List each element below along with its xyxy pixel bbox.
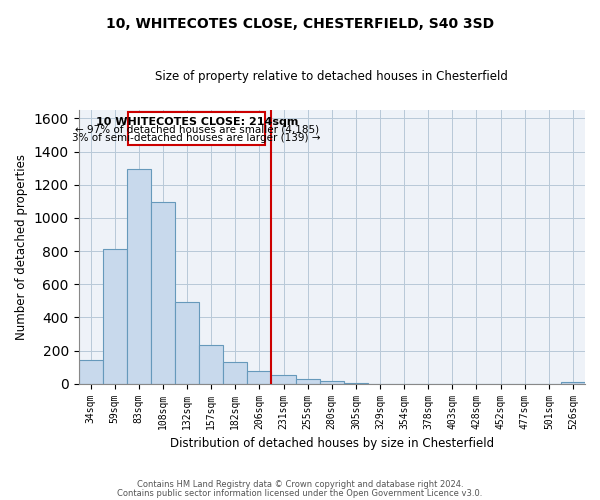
Bar [175,302,199,384]
Bar [151,202,175,384]
Bar [127,169,151,384]
Bar [296,379,320,384]
X-axis label: Distribution of detached houses by size in Chesterfield: Distribution of detached houses by size … [170,437,494,450]
Bar [223,362,247,384]
Bar [344,383,368,384]
Bar [79,360,103,384]
FancyBboxPatch shape [128,112,265,145]
Text: Contains HM Land Registry data © Crown copyright and database right 2024.: Contains HM Land Registry data © Crown c… [137,480,463,489]
Bar [320,381,344,384]
Text: 10, WHITECOTES CLOSE, CHESTERFIELD, S40 3SD: 10, WHITECOTES CLOSE, CHESTERFIELD, S40 … [106,18,494,32]
Bar [103,250,127,384]
Text: 3% of semi-detached houses are larger (139) →: 3% of semi-detached houses are larger (1… [73,132,321,142]
Bar [271,376,296,384]
Text: ← 97% of detached houses are smaller (4,185): ← 97% of detached houses are smaller (4,… [74,125,319,135]
Y-axis label: Number of detached properties: Number of detached properties [15,154,28,340]
Bar [199,344,223,384]
Text: Contains public sector information licensed under the Open Government Licence v3: Contains public sector information licen… [118,488,482,498]
Title: Size of property relative to detached houses in Chesterfield: Size of property relative to detached ho… [155,70,508,83]
Bar [247,372,271,384]
Text: 10 WHITECOTES CLOSE: 214sqm: 10 WHITECOTES CLOSE: 214sqm [95,117,298,127]
Bar [561,382,585,384]
